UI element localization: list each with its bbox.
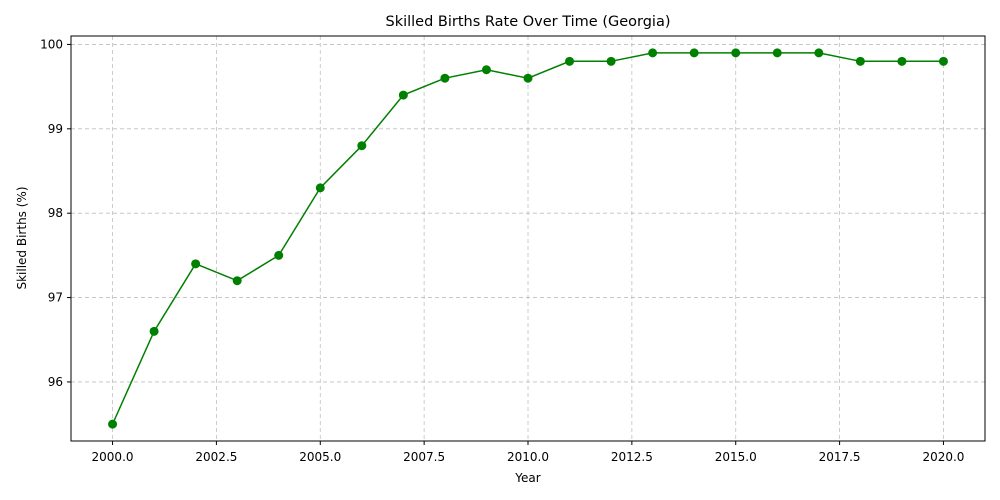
data-point bbox=[772, 48, 782, 58]
y-tick-label: 96 bbox=[48, 375, 63, 389]
data-point bbox=[398, 90, 408, 100]
y-tick-label: 99 bbox=[48, 122, 63, 136]
data-point bbox=[440, 73, 450, 83]
x-tick-label: 2007.5 bbox=[403, 450, 445, 464]
data-point bbox=[191, 259, 201, 269]
data-point bbox=[481, 65, 491, 75]
x-tick-label: 2012.5 bbox=[611, 450, 653, 464]
x-tick-label: 2017.5 bbox=[819, 450, 861, 464]
y-axis: 96 97 98 99 100 bbox=[40, 37, 71, 389]
x-tick-label: 2000.0 bbox=[92, 450, 134, 464]
data-point bbox=[108, 419, 118, 429]
x-tick-label: 2002.5 bbox=[195, 450, 237, 464]
data-point bbox=[232, 276, 242, 286]
data-point bbox=[606, 56, 616, 66]
y-tick-label: 100 bbox=[40, 37, 63, 51]
x-tick-label: 2005.0 bbox=[299, 450, 341, 464]
x-axis-label: Year bbox=[514, 471, 540, 485]
y-tick-label: 97 bbox=[48, 291, 63, 305]
y-axis-label: Skilled Births (%) bbox=[15, 186, 29, 289]
data-point bbox=[938, 56, 948, 66]
y-tick-label: 98 bbox=[48, 206, 63, 220]
data-point bbox=[149, 326, 159, 336]
data-point bbox=[897, 56, 907, 66]
data-point bbox=[274, 250, 284, 260]
data-point bbox=[855, 56, 865, 66]
series-group bbox=[108, 48, 948, 429]
data-point bbox=[689, 48, 699, 58]
data-point bbox=[648, 48, 658, 58]
data-point bbox=[523, 73, 533, 83]
x-tick-label: 2015.0 bbox=[715, 450, 757, 464]
grid bbox=[71, 36, 985, 441]
data-point bbox=[357, 141, 367, 151]
data-point bbox=[731, 48, 741, 58]
x-tick-label: 2010.0 bbox=[507, 450, 549, 464]
data-point bbox=[315, 183, 325, 193]
chart-title: Skilled Births Rate Over Time (Georgia) bbox=[385, 14, 670, 30]
data-point bbox=[565, 56, 575, 66]
x-tick-label: 2020.0 bbox=[922, 450, 964, 464]
data-point bbox=[814, 48, 824, 58]
x-axis: 2000.0 2002.5 2005.0 2007.5 2010.0 2012.5 2015… bbox=[92, 441, 964, 464]
